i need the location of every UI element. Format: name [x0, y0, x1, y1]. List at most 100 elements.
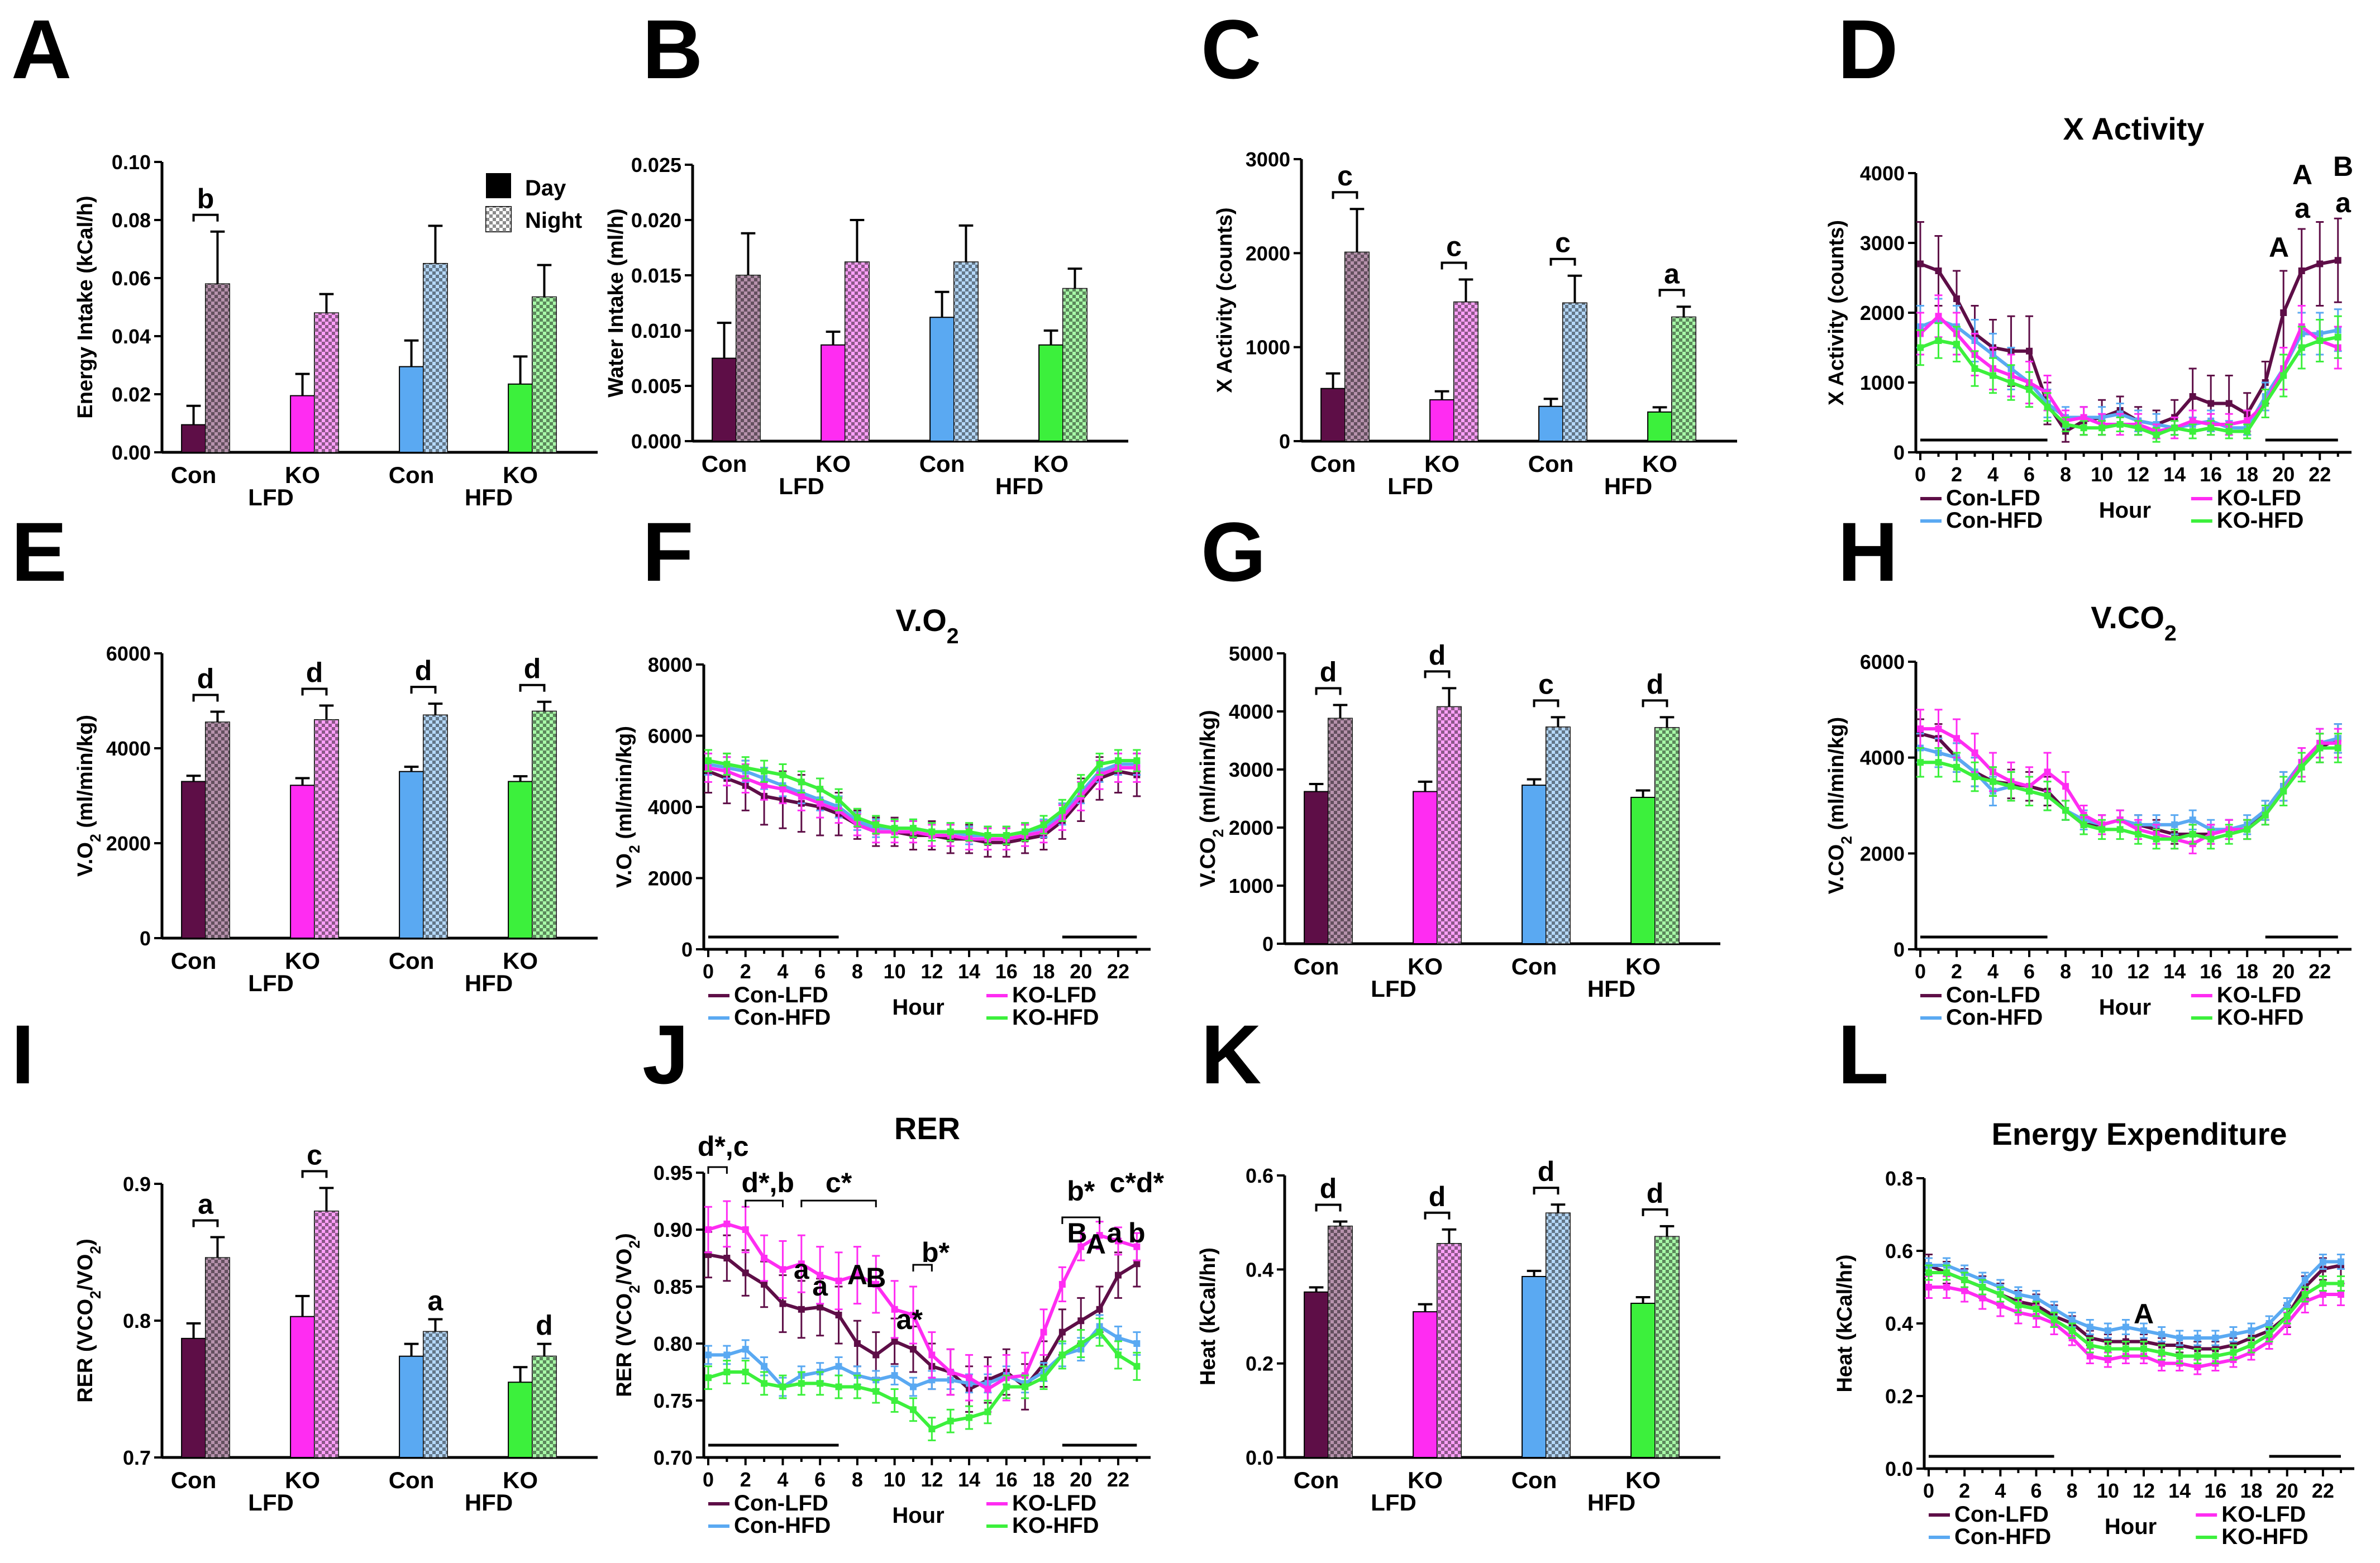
x-axis-label: Hour: [2105, 1514, 2157, 1539]
data-point: [872, 821, 880, 828]
y-axis-label: RER (VCO2/VO2): [74, 1239, 104, 1403]
y-tick-label: 0.6: [1246, 1164, 1274, 1187]
category-label: Con: [389, 462, 435, 488]
x-tick-label: 12: [920, 960, 943, 983]
data-point: [2301, 1291, 2309, 1298]
category-label: KO: [1408, 953, 1443, 979]
significance-letter: a: [1664, 258, 1680, 289]
x-tick-label: 20: [2272, 960, 2295, 983]
significance-letter: a: [428, 1285, 444, 1317]
data-point: [2316, 260, 2324, 267]
y-tick-label: 1000: [1860, 371, 1905, 394]
legend-label: KO-LFD: [1012, 1491, 1096, 1516]
x-tick-label: 6: [2024, 960, 2035, 983]
data-point: [1990, 778, 1997, 785]
significance-letter: c: [1538, 668, 1554, 700]
legend-label: Con-LFD: [734, 983, 828, 1007]
data-point: [2207, 424, 2215, 432]
data-point: [817, 800, 824, 807]
significance-letter: d: [197, 663, 214, 695]
data-point: [1058, 1328, 1066, 1336]
data-point: [2334, 257, 2341, 264]
x-tick-label: 10: [884, 960, 906, 983]
x-tick-label: 14: [2163, 960, 2186, 983]
x-tick-label: 2: [1959, 1479, 1970, 1502]
series-ko-hfd: [1916, 315, 2342, 443]
y-tick-label: 0.010: [631, 319, 681, 342]
data-point: [1971, 749, 1978, 757]
data-point: [2194, 1335, 2201, 1341]
bar-day: [1320, 388, 1346, 442]
category-label: KO: [503, 462, 538, 488]
group-label-lfd: LFD: [1371, 1489, 1416, 1516]
significance-bracket: [1061, 1216, 1101, 1224]
legend-label: Con-HFD: [1946, 1005, 2043, 1030]
chart-title: RER: [894, 1111, 960, 1146]
legend-label: Con-HFD: [734, 1513, 831, 1538]
bar-night-pattern: [1063, 288, 1087, 441]
data-point: [2068, 1327, 2076, 1334]
x-tick-label: 4: [1987, 960, 1999, 983]
series-line: [1919, 335, 2339, 437]
data-point: [1133, 757, 1141, 764]
y-axis-label: Water Intake (ml/h): [604, 208, 628, 398]
panel-letter-l: L: [1838, 1007, 1889, 1101]
series-con-hfd: [1916, 723, 2342, 840]
panel-letter-e: E: [11, 505, 67, 599]
significance-letter: c*: [826, 1167, 852, 1198]
group-label-hfd: HFD: [995, 473, 1043, 499]
significance-bracket: [1642, 699, 1668, 708]
data-point: [2086, 1323, 2093, 1331]
panel-f: 0 2000 4000 6000 8000 0 2 4 6 8 10 12 14 16 18 20 22 V.O2…: [613, 603, 1151, 1030]
data-point: [2207, 835, 2215, 843]
y-tick-label: 0.000: [631, 430, 681, 453]
data-point: [853, 1272, 861, 1279]
bar-night-pattern: [206, 1258, 230, 1457]
data-point: [779, 1383, 786, 1390]
bar-day: [1413, 1311, 1438, 1458]
series-line: [708, 762, 1137, 837]
x-tick-label: 10: [2097, 1479, 2119, 1502]
data-point: [2298, 344, 2305, 351]
bar-day: [290, 785, 315, 939]
x-tick-label: 6: [814, 1468, 826, 1491]
bar-day: [181, 781, 207, 939]
data-point: [798, 792, 805, 800]
data-point: [2334, 333, 2341, 341]
category-label: KO: [1424, 451, 1460, 477]
significance-letter: b: [197, 183, 214, 214]
data-point: [2194, 1364, 2201, 1370]
x-tick-label: 6: [814, 960, 826, 983]
series-ko-hfd: [1916, 733, 2342, 850]
group-label-lfd: LFD: [248, 484, 294, 510]
data-point: [947, 1369, 954, 1375]
data-point: [798, 778, 805, 786]
bar-day: [290, 1316, 315, 1458]
group-label-hfd: HFD: [1587, 1489, 1635, 1516]
data-point: [1003, 1383, 1010, 1390]
bar-day: [1630, 796, 1656, 945]
y-tick-label: 0.70: [654, 1446, 693, 1469]
x-tick-label: 12: [920, 1468, 943, 1491]
legend-label: KO-HFD: [2217, 1005, 2304, 1030]
legend-night-pattern: [486, 207, 511, 232]
series-con-hfd: [1925, 1254, 2345, 1346]
significance-letter: d: [1538, 1156, 1555, 1187]
legend-label: KO-HFD: [2221, 1524, 2309, 1549]
group-label-hfd: HFD: [465, 484, 513, 510]
data-point: [2158, 1349, 2166, 1356]
data-point: [779, 1266, 786, 1273]
bar-night-pattern: [845, 262, 869, 441]
legend-label: KO-HFD: [1012, 1005, 1099, 1030]
significance-letter: c: [1555, 227, 1571, 259]
y-axis-label: X Activity (counts): [1213, 207, 1237, 393]
x-tick-label: 14: [958, 960, 980, 983]
y-axis-label: Heat (kCal/hr): [1196, 1247, 1220, 1385]
significance-bracket: [301, 1170, 328, 1178]
data-point: [984, 1385, 991, 1393]
series-ko-lfd: [704, 1200, 1141, 1413]
y-tick-label: 3000: [1246, 148, 1290, 171]
data-point: [1133, 1260, 1141, 1268]
x-tick-label: 20: [1070, 960, 1092, 983]
group-label-lfd: LFD: [248, 1489, 294, 1516]
